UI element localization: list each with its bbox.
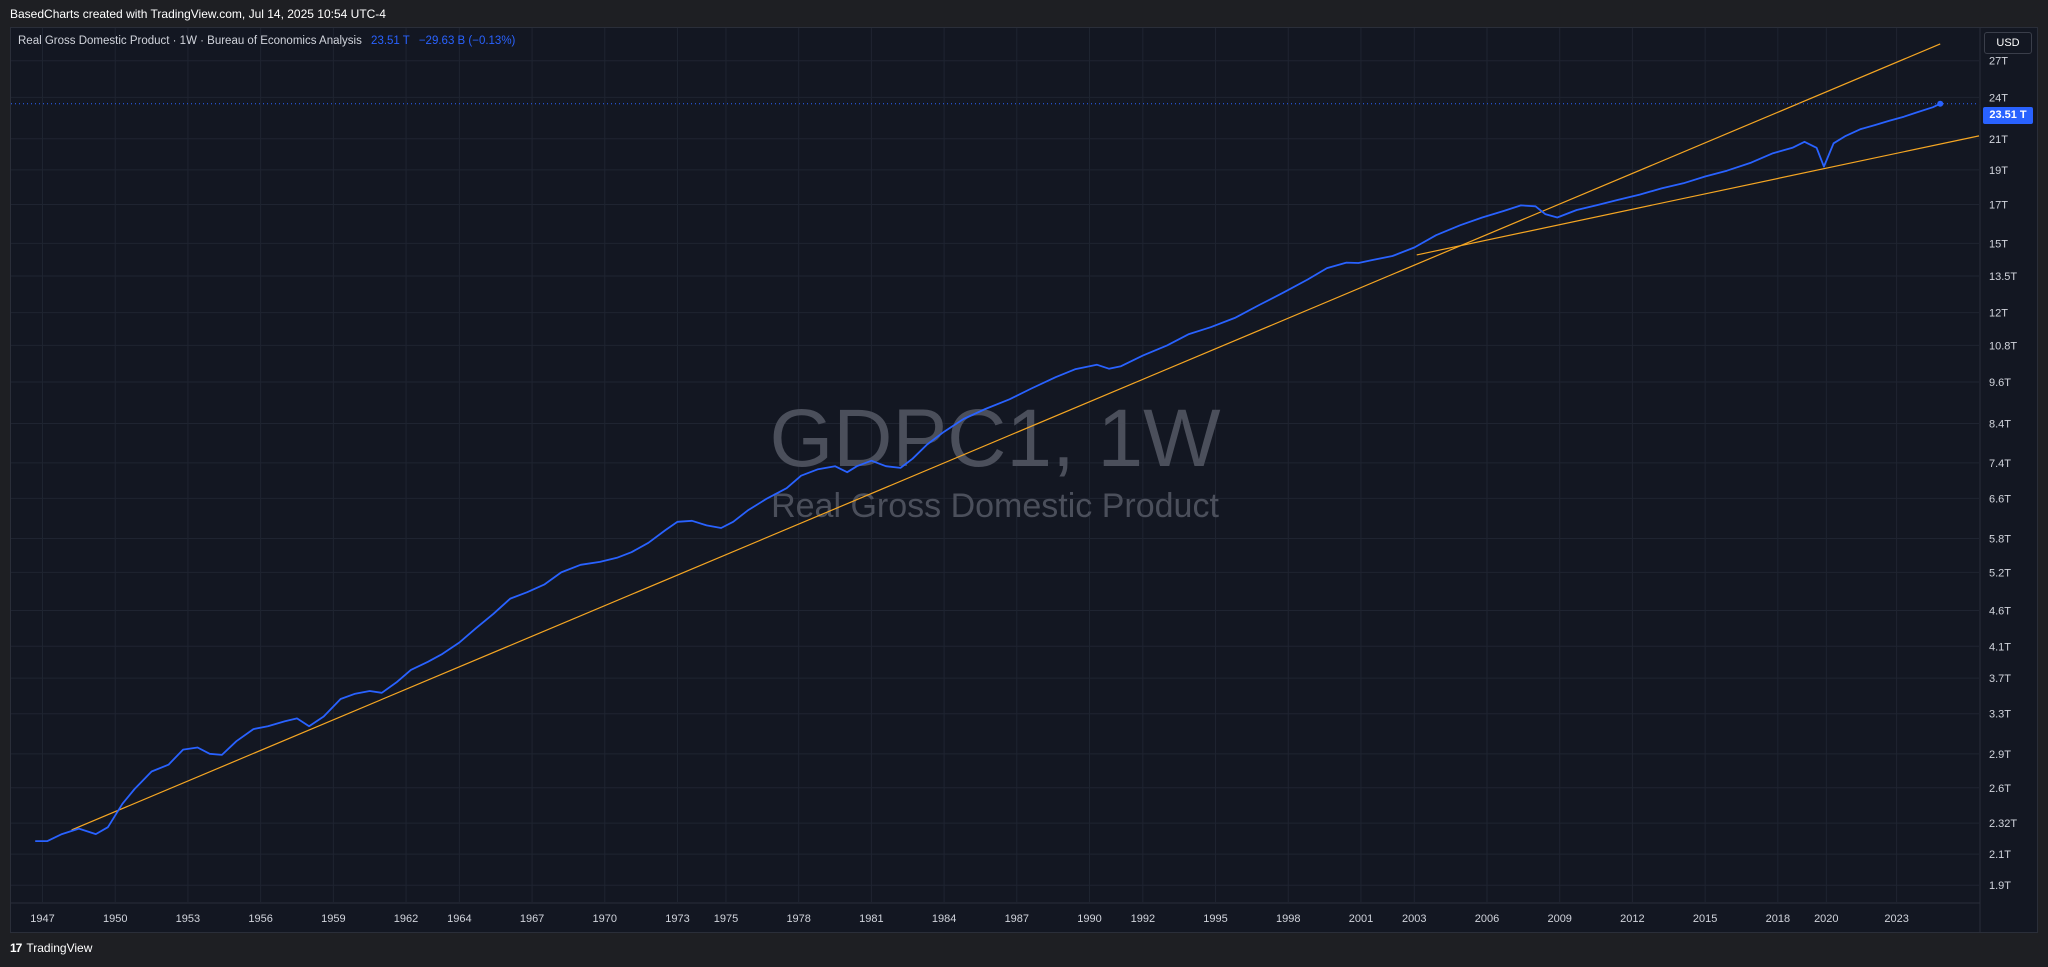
- y-tick-label: 3.3T: [1989, 709, 2011, 721]
- last-price-label: 23.51 T: [1983, 107, 2033, 124]
- x-tick-label: 1987: [1005, 913, 1029, 925]
- watermark-description: Real Gross Domestic Product: [771, 487, 1219, 525]
- x-tick-label: 1970: [593, 913, 617, 925]
- x-tick-label: 2023: [1884, 913, 1908, 925]
- y-tick-label: 8.4T: [1989, 418, 2011, 430]
- y-tick-label: 2.32T: [1989, 818, 2017, 830]
- y-tick-label: 5.2T: [1989, 567, 2011, 579]
- trendline[interactable]: [71, 43, 1941, 831]
- y-tick-label: 2.9T: [1989, 749, 2011, 761]
- x-tick-label: 1956: [248, 913, 272, 925]
- x-tick-label: 2020: [1814, 913, 1838, 925]
- x-tick-label: 1967: [520, 913, 544, 925]
- y-tick-label: 3.7T: [1989, 673, 2011, 685]
- y-tick-label: 5.8T: [1989, 534, 2011, 546]
- legend-change: −29.63 B (−0.13%): [418, 35, 516, 47]
- legend-series-name: Real Gross Domestic Product · 1W · Burea…: [18, 35, 362, 47]
- grid-lines: [11, 28, 1979, 902]
- y-tick-label: 24T: [1989, 92, 2008, 104]
- footer-bar: [0, 934, 2048, 967]
- x-tick-label: 1962: [394, 913, 418, 925]
- y-tick-label: 10.8T: [1989, 340, 2017, 352]
- x-tick-label: 2009: [1547, 913, 1571, 925]
- y-tick-label: 1.9T: [1989, 880, 2011, 892]
- x-tick-label: 1998: [1276, 913, 1300, 925]
- last-value-marker: [1937, 100, 1944, 107]
- x-tick-label: 2006: [1475, 913, 1499, 925]
- y-tick-label: 4.6T: [1989, 606, 2011, 618]
- y-tick-label: 9.6T: [1989, 377, 2011, 389]
- series-legend[interactable]: Real Gross Domestic Product · 1W · Burea…: [18, 35, 515, 47]
- x-tick-label: 2012: [1620, 913, 1644, 925]
- x-tick-label: 1990: [1077, 913, 1101, 925]
- x-tick-label: 2003: [1402, 913, 1426, 925]
- y-tick-label: 2.6T: [1989, 783, 2011, 795]
- x-tick-label: 1953: [176, 913, 200, 925]
- y-tick-label: 17T: [1989, 199, 2008, 211]
- x-tick-label: 1964: [447, 913, 471, 925]
- currency-button[interactable]: USD: [1984, 32, 2032, 54]
- y-tick-label: 21T: [1989, 134, 2008, 146]
- tradingview-brand[interactable]: 17 TradingView: [10, 941, 92, 955]
- x-tick-label: 1992: [1131, 913, 1155, 925]
- gdp-series-line[interactable]: [35, 102, 1941, 842]
- legend-last-value: 23.51 T: [371, 35, 410, 47]
- y-tick-label: 13.5T: [1989, 271, 2017, 283]
- x-tick-label: 1975: [714, 913, 738, 925]
- trendline[interactable]: [1416, 135, 1980, 256]
- time-axis[interactable]: 1947 1950 1953 1956 1959 1962 1964 1967 1970 1973…: [30, 913, 1909, 925]
- y-tick-label: 15T: [1989, 238, 2008, 250]
- y-tick-label: 27T: [1989, 56, 2008, 68]
- x-tick-label: 1959: [321, 913, 345, 925]
- watermark-symbol: GDPC1, 1W: [769, 393, 1221, 484]
- x-tick-label: 1995: [1203, 913, 1227, 925]
- chart-caption: BasedCharts created with TradingView.com…: [10, 7, 386, 21]
- plot-area: [11, 43, 1980, 842]
- y-tick-label: 6.6T: [1989, 493, 2011, 505]
- top-banner: BasedCharts created with TradingView.com…: [0, 0, 2048, 27]
- x-tick-label: 1973: [665, 913, 689, 925]
- watermark: GDPC1, 1W Real Gross Domestic Product: [769, 393, 1221, 525]
- x-tick-label: 1984: [932, 913, 956, 925]
- x-tick-label: 1978: [786, 913, 810, 925]
- price-axis[interactable]: 27T 24T 21T 19T 17T 15T 13.5T 12T 10.8T 9.6T 8.4T 7…: [1989, 56, 2017, 892]
- x-tick-label: 2001: [1349, 913, 1373, 925]
- x-tick-label: 1947: [30, 913, 54, 925]
- y-tick-label: 19T: [1989, 165, 2008, 177]
- x-tick-label: 2015: [1693, 913, 1717, 925]
- x-tick-label: 1950: [103, 913, 127, 925]
- y-tick-label: 4.1T: [1989, 641, 2011, 653]
- tradingview-logo-icon: 17: [10, 941, 22, 955]
- x-tick-label: 2018: [1766, 913, 1790, 925]
- y-tick-label: 12T: [1989, 308, 2008, 320]
- y-tick-label: 7.4T: [1989, 458, 2011, 470]
- brand-name: TradingView: [26, 941, 93, 955]
- y-tick-label: 2.1T: [1989, 849, 2011, 861]
- x-tick-label: 1981: [859, 913, 883, 925]
